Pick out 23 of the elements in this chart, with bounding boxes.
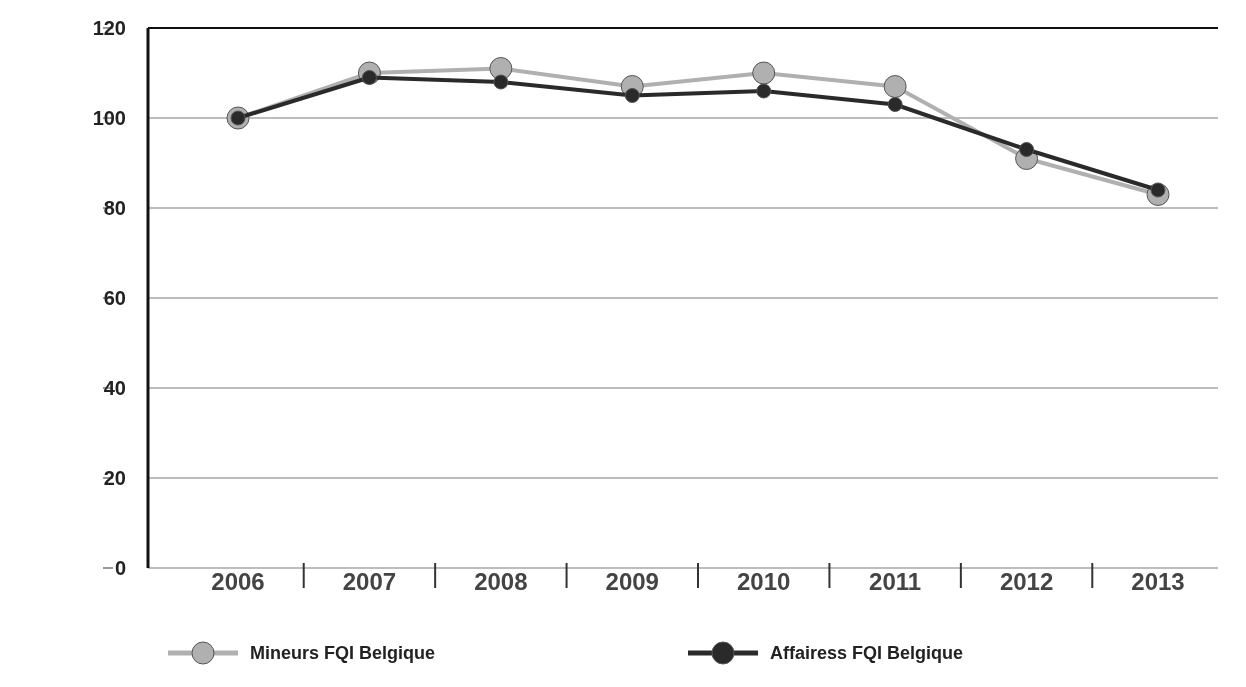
point bbox=[883, 75, 907, 98]
x-tick-label: 2012 bbox=[999, 568, 1054, 595]
y-tick-label: 40 bbox=[103, 377, 126, 399]
y-tick-label: 20 bbox=[103, 467, 126, 489]
x-tick-label: 2007 bbox=[342, 568, 397, 595]
legend-label: Mineurs FQI Belgique bbox=[250, 643, 436, 664]
x-tick-label: 2011 bbox=[869, 568, 922, 595]
point bbox=[493, 74, 509, 90]
y-tick-label: 80 bbox=[103, 197, 126, 219]
point bbox=[1019, 142, 1035, 157]
point bbox=[752, 61, 776, 85]
y-tick-label: 100 bbox=[92, 107, 126, 129]
x-tick-label: 2010 bbox=[737, 568, 791, 595]
x-tick-label: 2009 bbox=[605, 568, 659, 595]
y-tick-label: 120 bbox=[92, 17, 126, 39]
x-tick-label: 2006 bbox=[211, 568, 265, 595]
legend-label: Affairess FQI Belgique bbox=[770, 643, 964, 664]
point bbox=[756, 83, 772, 99]
point bbox=[887, 97, 903, 112]
x-tick-label: 2008 bbox=[474, 568, 528, 595]
x-tick-label: 2013 bbox=[1131, 568, 1185, 595]
point bbox=[624, 88, 640, 103]
y-tick-label: 0 bbox=[114, 557, 126, 579]
